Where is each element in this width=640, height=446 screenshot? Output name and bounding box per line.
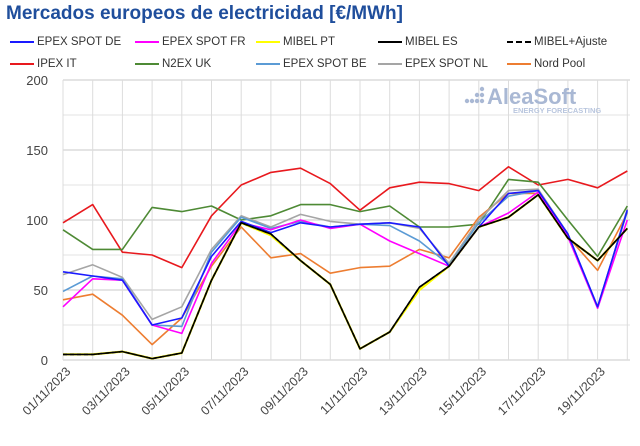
legend-swatch	[10, 63, 34, 65]
series-line-ipex-it	[62, 166, 628, 269]
x-tick-label: 19/11/2023	[554, 364, 608, 418]
legend-swatch	[507, 41, 531, 43]
series-line-mibel-es	[63, 194, 628, 360]
x-tick-label: 09/11/2023	[257, 364, 311, 418]
y-tick-label: 50	[34, 283, 48, 298]
legend-label: MIBEL+Ajuste	[534, 36, 608, 48]
legend-swatch	[507, 63, 531, 65]
legend-item: IPEX IT	[10, 58, 77, 70]
svg-text:ENERGY FORECASTING: ENERGY FORECASTING	[513, 106, 601, 115]
legend-label: EPEX SPOT BE	[283, 58, 367, 70]
legend-label: Nord Pool	[534, 58, 586, 70]
y-tick-label: 0	[41, 353, 48, 368]
y-tick-label: 100	[26, 213, 48, 228]
x-tick-label: 15/11/2023	[436, 364, 490, 418]
series-line-mibel-ajuste	[63, 194, 628, 360]
y-tick-label: 150	[26, 143, 48, 158]
legend-label: EPEX SPOT NL	[405, 58, 488, 70]
series-line-epex-spot-nl	[62, 188, 629, 321]
legend-swatch	[378, 63, 402, 65]
x-tick-label: 13/11/2023	[376, 364, 430, 418]
x-tick-label: 17/11/2023	[495, 364, 549, 418]
series-line-epex-spot-de	[62, 189, 629, 326]
series-line-n2ex-uk	[62, 178, 628, 258]
legend-label: MIBEL ES	[405, 36, 458, 48]
x-tick-label: 05/11/2023	[139, 364, 193, 418]
legend-item: MIBEL+Ajuste	[507, 36, 607, 48]
legend-item: MIBEL PT	[256, 36, 335, 48]
legend-item: MIBEL ES	[378, 36, 458, 48]
svg-text:AleaSoft: AleaSoft	[487, 84, 577, 109]
legend-label: EPEX SPOT FR	[162, 36, 246, 48]
legend-label: EPEX SPOT DE	[37, 36, 122, 48]
legend-item: Nord Pool	[507, 58, 585, 70]
legend-item: EPEX SPOT FR	[135, 36, 246, 48]
series-line-mibel-pt	[63, 193, 629, 360]
series-line-nord-pool	[62, 192, 629, 346]
y-tick-label: 200	[26, 73, 48, 88]
series-line-epex-spot-be	[62, 189, 629, 328]
legend-swatch	[135, 41, 159, 43]
legend-swatch	[378, 41, 402, 43]
legend-label: N2EX UK	[162, 58, 212, 70]
legend-item: EPEX SPOT BE	[256, 58, 367, 70]
legend-swatch	[135, 63, 159, 65]
x-tick-label: 03/11/2023	[79, 364, 133, 418]
legend-swatch	[256, 41, 280, 43]
legend-label: MIBEL PT	[283, 36, 335, 48]
legend-swatch	[256, 63, 280, 65]
legend-item: EPEX SPOT NL	[378, 58, 488, 70]
x-tick-label: 07/11/2023	[198, 364, 252, 418]
legend-label: IPEX IT	[37, 58, 77, 70]
chart-title: Mercados europeos de electricidad [€/MWh…	[6, 3, 403, 24]
x-tick-label: 11/11/2023	[318, 364, 371, 417]
legend-item: EPEX SPOT DE	[10, 36, 121, 48]
legend-swatch	[10, 41, 34, 43]
x-tick-label: 01/11/2023	[20, 364, 74, 418]
legend-item: N2EX UK	[135, 58, 211, 70]
